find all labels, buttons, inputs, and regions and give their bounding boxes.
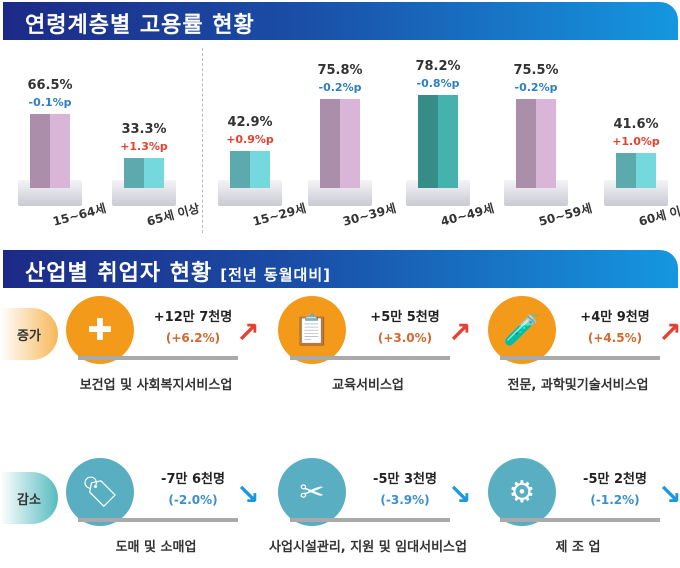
increase-badge: 증가 — [0, 308, 58, 360]
test-tubes-icon: 🧪 — [488, 296, 556, 364]
bar-face-left — [30, 113, 50, 188]
industry-change-pct: (-1.2%) — [590, 493, 640, 507]
arrow-up-icon: ↗ — [448, 316, 472, 349]
bar-face-left — [230, 151, 250, 188]
industry-change-value: -5만 3천명 — [373, 472, 437, 487]
medical-kit-heart-icon: ✚ — [66, 296, 134, 364]
bar-value-label: 75.5% — [513, 63, 559, 79]
clipboard-document-icon: 📋 — [278, 296, 346, 364]
divider-line — [500, 518, 660, 522]
increase-label: 증가 — [17, 328, 41, 344]
divider-line — [290, 518, 450, 522]
bar-change-label: +1.0%p — [612, 135, 660, 149]
industry-change-pct: (-3.9%) — [380, 493, 430, 507]
bar-face-left — [616, 153, 636, 188]
industry-change-pct: (+4.5%) — [587, 331, 643, 345]
bar-value-label: 66.5% — [27, 77, 73, 93]
bar-change-label: +1.3%p — [120, 140, 168, 153]
bar — [320, 98, 360, 188]
industry-change: +12만 7천명 (+6.2%) — [138, 306, 248, 345]
bar-change-label: +0.9%p — [226, 133, 274, 147]
section2-banner: 산업별 취업자 현황 [전년 동월대비] — [3, 250, 678, 288]
bar-face-right — [50, 113, 70, 188]
bar-face-left — [418, 94, 438, 188]
industry-change-pct: (-2.0%) — [168, 493, 218, 507]
arrow-up-icon: ↗ — [236, 316, 260, 349]
bar-value-label: 42.9% — [227, 115, 273, 131]
divider-line — [78, 518, 238, 522]
industry-name: 제 조 업 — [555, 540, 601, 555]
bar-change-label: -0.1%p — [28, 95, 72, 109]
industry-change-value: -5만 2천명 — [583, 472, 647, 487]
industry-change-pct: (+6.2%) — [165, 331, 221, 345]
industry-name: 사업시설관리, 지원 및 임대서비스업 — [269, 540, 467, 555]
tools-people-icon: ✂ — [278, 458, 346, 526]
bar — [516, 99, 556, 188]
industry-change-pct: (+3.0%) — [377, 331, 433, 345]
industry-change: -5만 3천명 (-3.9%) — [350, 468, 460, 507]
industry-change-value: +12만 7천명 — [153, 310, 233, 325]
bar-face-left — [124, 158, 144, 188]
decrease-badge: 감소 — [0, 472, 58, 524]
industry-name: 교육서비스업 — [332, 378, 404, 393]
industry-name: 도매 및 소매업 — [115, 540, 197, 555]
industry-name: 보건업 및 사회복지서비스업 — [79, 378, 233, 393]
industry-change: -7만 6천명 (-2.0%) — [138, 468, 248, 507]
industry-name: 전문, 과학및기술서비스업 — [507, 378, 649, 393]
bar-value-label: 41.6% — [613, 117, 659, 133]
industry-change: +4만 9천명 (+4.5%) — [560, 306, 670, 345]
section1-banner: 연령계층별 고용률 현황 — [3, 2, 678, 40]
bar-face-left — [516, 99, 536, 188]
arrow-down-icon: ↘ — [448, 478, 472, 511]
divider-line — [78, 356, 238, 360]
sale-tag-shirt-icon: 🏷 — [66, 458, 134, 526]
bar — [124, 158, 164, 188]
gear-person-icon: ⚙ — [488, 458, 556, 526]
arrow-up-icon: ↗ — [658, 316, 680, 349]
bar-face-right — [536, 99, 556, 188]
industry-change-value: +4만 9천명 — [580, 310, 650, 325]
bar — [418, 94, 458, 188]
section1-title: 연령계층별 고용률 현황 — [25, 13, 255, 38]
section2-subtitle: [전년 동월대비] — [220, 266, 331, 284]
industry-change: -5만 2천명 (-1.2%) — [560, 468, 670, 507]
bar — [230, 151, 270, 188]
industry-change-value: +5만 5천명 — [370, 310, 440, 325]
divider-line — [290, 356, 450, 360]
bar-change-label: -0.8%p — [416, 76, 460, 90]
bar-change-label: -0.2%p — [318, 80, 362, 94]
bar-value-label: 78.2% — [415, 58, 461, 74]
bar-face-right — [340, 98, 360, 188]
bar-face-right — [250, 151, 270, 188]
industry-change: +5만 5천명 (+3.0%) — [350, 306, 460, 345]
arrow-down-icon: ↘ — [236, 478, 260, 511]
bar-face-left — [320, 98, 340, 188]
bar-face-right — [144, 158, 164, 188]
bar — [30, 113, 70, 188]
industry-change-value: -7만 6천명 — [161, 472, 225, 487]
bar-change-label: -0.2%p — [514, 81, 558, 95]
bar-face-right — [438, 94, 458, 188]
divider-line — [500, 356, 660, 360]
bar-value-label: 33.3% — [121, 122, 167, 137]
section2-title: 산업별 취업자 현황 — [25, 261, 213, 286]
bar — [616, 153, 656, 188]
bar-value-label: 75.8% — [317, 62, 363, 78]
decrease-label: 감소 — [17, 492, 41, 508]
bar-face-right — [636, 153, 656, 188]
group-divider — [202, 48, 203, 233]
arrow-down-icon: ↘ — [658, 478, 680, 511]
